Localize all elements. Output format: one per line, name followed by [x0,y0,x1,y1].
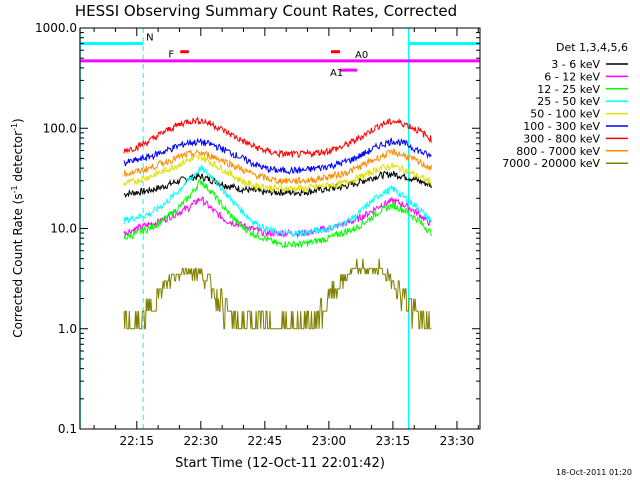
x-tick-label: 22:30 [184,434,219,448]
chart-title: HESSI Observing Summary Count Rates, Cor… [75,2,457,20]
legend-label-1: 6 - 12 keV [544,70,600,83]
legend-label-0: 3 - 6 keV [551,58,600,71]
series-line-0 [123,170,432,198]
ticks-layer: 0.1 1.0 10.0 100.0 1000.0 22:15 22:30 22:45 23:0… [35,21,480,448]
flag-label-N: N [146,33,153,44]
x-tick-label: 23:00 [312,434,347,448]
series-line-3 [123,163,432,238]
series-line-5 [123,137,432,175]
y-tick-label: 0.1 [58,422,77,436]
flag-label-F: F [168,50,174,61]
plot-frame [79,27,481,430]
legend-label-3: 25 - 50 keV [537,95,600,108]
series-line-6 [123,117,432,159]
legend-label-2: 12 - 25 keV [537,83,600,96]
y-axis-label: Corrected Count Rate (s-1 detector-1) [10,118,25,337]
footer-timestamp: 18-Oct-2011 01:20 [556,468,632,477]
legend-label-6: 300 - 800 keV [523,132,600,145]
x-tick-label: 22:45 [248,434,283,448]
series-line-2 [123,178,432,249]
legend-label-4: 50 - 100 keV [530,108,600,121]
y-axis-label-mid: detector [11,131,25,186]
flag-label-A0: A0 [355,50,368,61]
flags-layer: N F A0 A1 [80,33,480,79]
y-axis-label-sup1: -1 [10,185,19,193]
y-axis-label-sup2: -1 [10,123,19,131]
y-tick-label: 1.0 [58,322,77,336]
series-line-7 [123,148,432,186]
x-tick-label: 22:15 [119,434,154,448]
series-line-1 [123,196,432,239]
series-layer [123,117,432,330]
x-tick-label: 23:30 [440,434,475,448]
legend-label-5: 100 - 300 keV [523,120,600,133]
legend-label-8: 7000 - 20000 keV [502,157,600,170]
legend-label-7: 800 - 7000 keV [516,145,600,158]
flag-label-A1: A1 [330,68,343,79]
x-axis-label: Start Time (12-Oct-11 22:01:42) [175,456,385,471]
series-line-4 [123,154,432,194]
y-tick-label: 100.0 [43,121,77,135]
x-tick-label: 23:15 [376,434,411,448]
legend-title: Det 1,3,4,5,6 [556,41,628,54]
y-tick-label: 10.0 [50,222,77,236]
y-axis-label-main: Corrected Count Rate (s [11,193,25,337]
y-axis-label-end: ) [11,118,25,123]
y-tick-label: 1000.0 [35,21,77,35]
series-line-8 [123,258,432,330]
